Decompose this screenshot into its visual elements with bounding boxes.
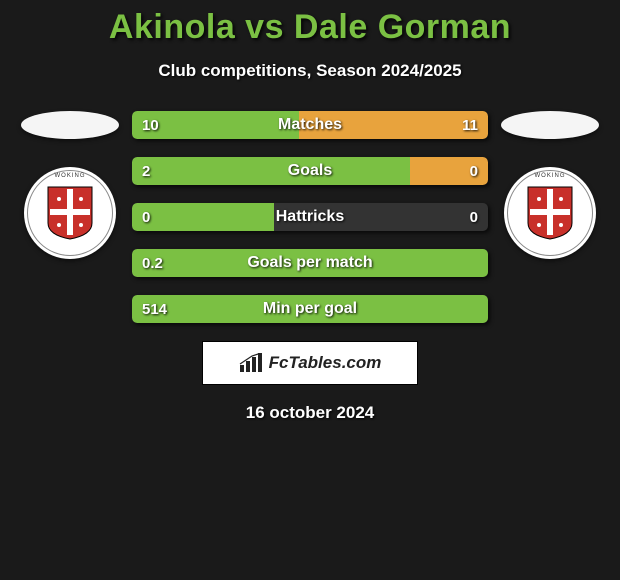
player-left-column: WOKING <box>10 111 130 259</box>
player-right-club-badge: WOKING <box>504 167 596 259</box>
stat-value-right: 11 <box>462 111 478 139</box>
stat-bar-matches: 10 Matches 11 <box>132 111 488 139</box>
comparison-card: Akinola vs Dale Gorman Club competitions… <box>0 0 620 423</box>
page-subtitle: Club competitions, Season 2024/2025 <box>0 61 620 81</box>
stat-label: Matches <box>132 111 488 139</box>
stat-label: Goals <box>132 157 488 185</box>
player-right-column: WOKING <box>490 111 610 259</box>
stat-bar-hattricks: 0 Hattricks 0 <box>132 203 488 231</box>
main-row: WOKING 10 Matches 11 <box>0 111 620 323</box>
stat-value-right: 0 <box>470 203 478 231</box>
stat-value-right: 0 <box>470 157 478 185</box>
branding-box[interactable]: FcTables.com <box>202 341 418 385</box>
badge-text: WOKING <box>535 173 566 179</box>
stat-bar-goals: 2 Goals 0 <box>132 157 488 185</box>
stat-bar-min-per-goal: 514 Min per goal <box>132 295 488 323</box>
footer-date: 16 october 2024 <box>0 403 620 423</box>
shield-icon <box>526 185 574 241</box>
player-left-club-badge: WOKING <box>24 167 116 259</box>
badge-text: WOKING <box>55 173 86 179</box>
bars-icon <box>239 353 263 373</box>
player-right-avatar <box>501 111 599 139</box>
player-left-avatar <box>21 111 119 139</box>
shield-icon <box>46 185 94 241</box>
stat-label: Min per goal <box>132 295 488 323</box>
branding-text: FcTables.com <box>269 353 382 373</box>
stat-bar-goals-per-match: 0.2 Goals per match <box>132 249 488 277</box>
page-title: Akinola vs Dale Gorman <box>0 8 620 47</box>
stat-bars: 10 Matches 11 2 Goals 0 0 Hattricks 0 <box>130 111 490 323</box>
stat-label: Goals per match <box>132 249 488 277</box>
stat-label: Hattricks <box>132 203 488 231</box>
